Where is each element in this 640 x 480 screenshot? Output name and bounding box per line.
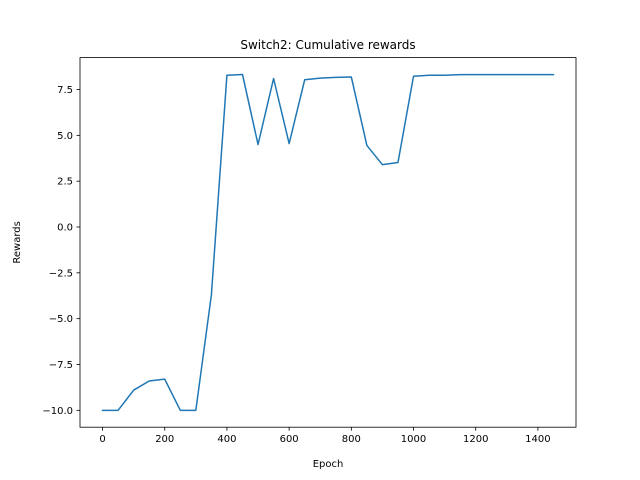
- x-tick-label: 400: [217, 434, 236, 445]
- y-tick-label: −2.5: [49, 268, 73, 279]
- x-tick-label: 200: [155, 434, 174, 445]
- y-tick-label: 5.0: [57, 131, 73, 142]
- y-tick-label: 0.0: [57, 223, 73, 234]
- x-tick-label: 600: [280, 434, 299, 445]
- x-tick-label: 1200: [463, 434, 488, 445]
- y-tick-label: 7.5: [57, 85, 73, 96]
- plot-area-frame: [79, 57, 577, 428]
- x-tick-label: 0: [99, 434, 105, 445]
- x-axis-ticks: 0 200 400 600 800 1000 1200 1400: [99, 427, 551, 445]
- y-tick-label: −5.0: [49, 314, 73, 325]
- x-axis-label: Epoch: [313, 459, 344, 470]
- y-tick-label: 2.5: [57, 177, 73, 188]
- y-tick-label: −7.5: [49, 360, 73, 371]
- series-line: [101, 73, 555, 412]
- y-axis-ticks: −10.0 −7.5 −5.0 −2.5 0.0 2.5 5.0 7.5: [42, 85, 80, 417]
- x-tick-label: 1000: [401, 434, 426, 445]
- chart-title: Switch2: Cumulative rewards: [240, 38, 415, 52]
- y-tick-label: −10.0: [42, 406, 73, 417]
- x-tick-label: 800: [342, 434, 361, 445]
- x-tick-label: 1400: [525, 434, 550, 445]
- series-layer: [101, 73, 555, 412]
- y-axis-label: Rewards: [12, 221, 23, 263]
